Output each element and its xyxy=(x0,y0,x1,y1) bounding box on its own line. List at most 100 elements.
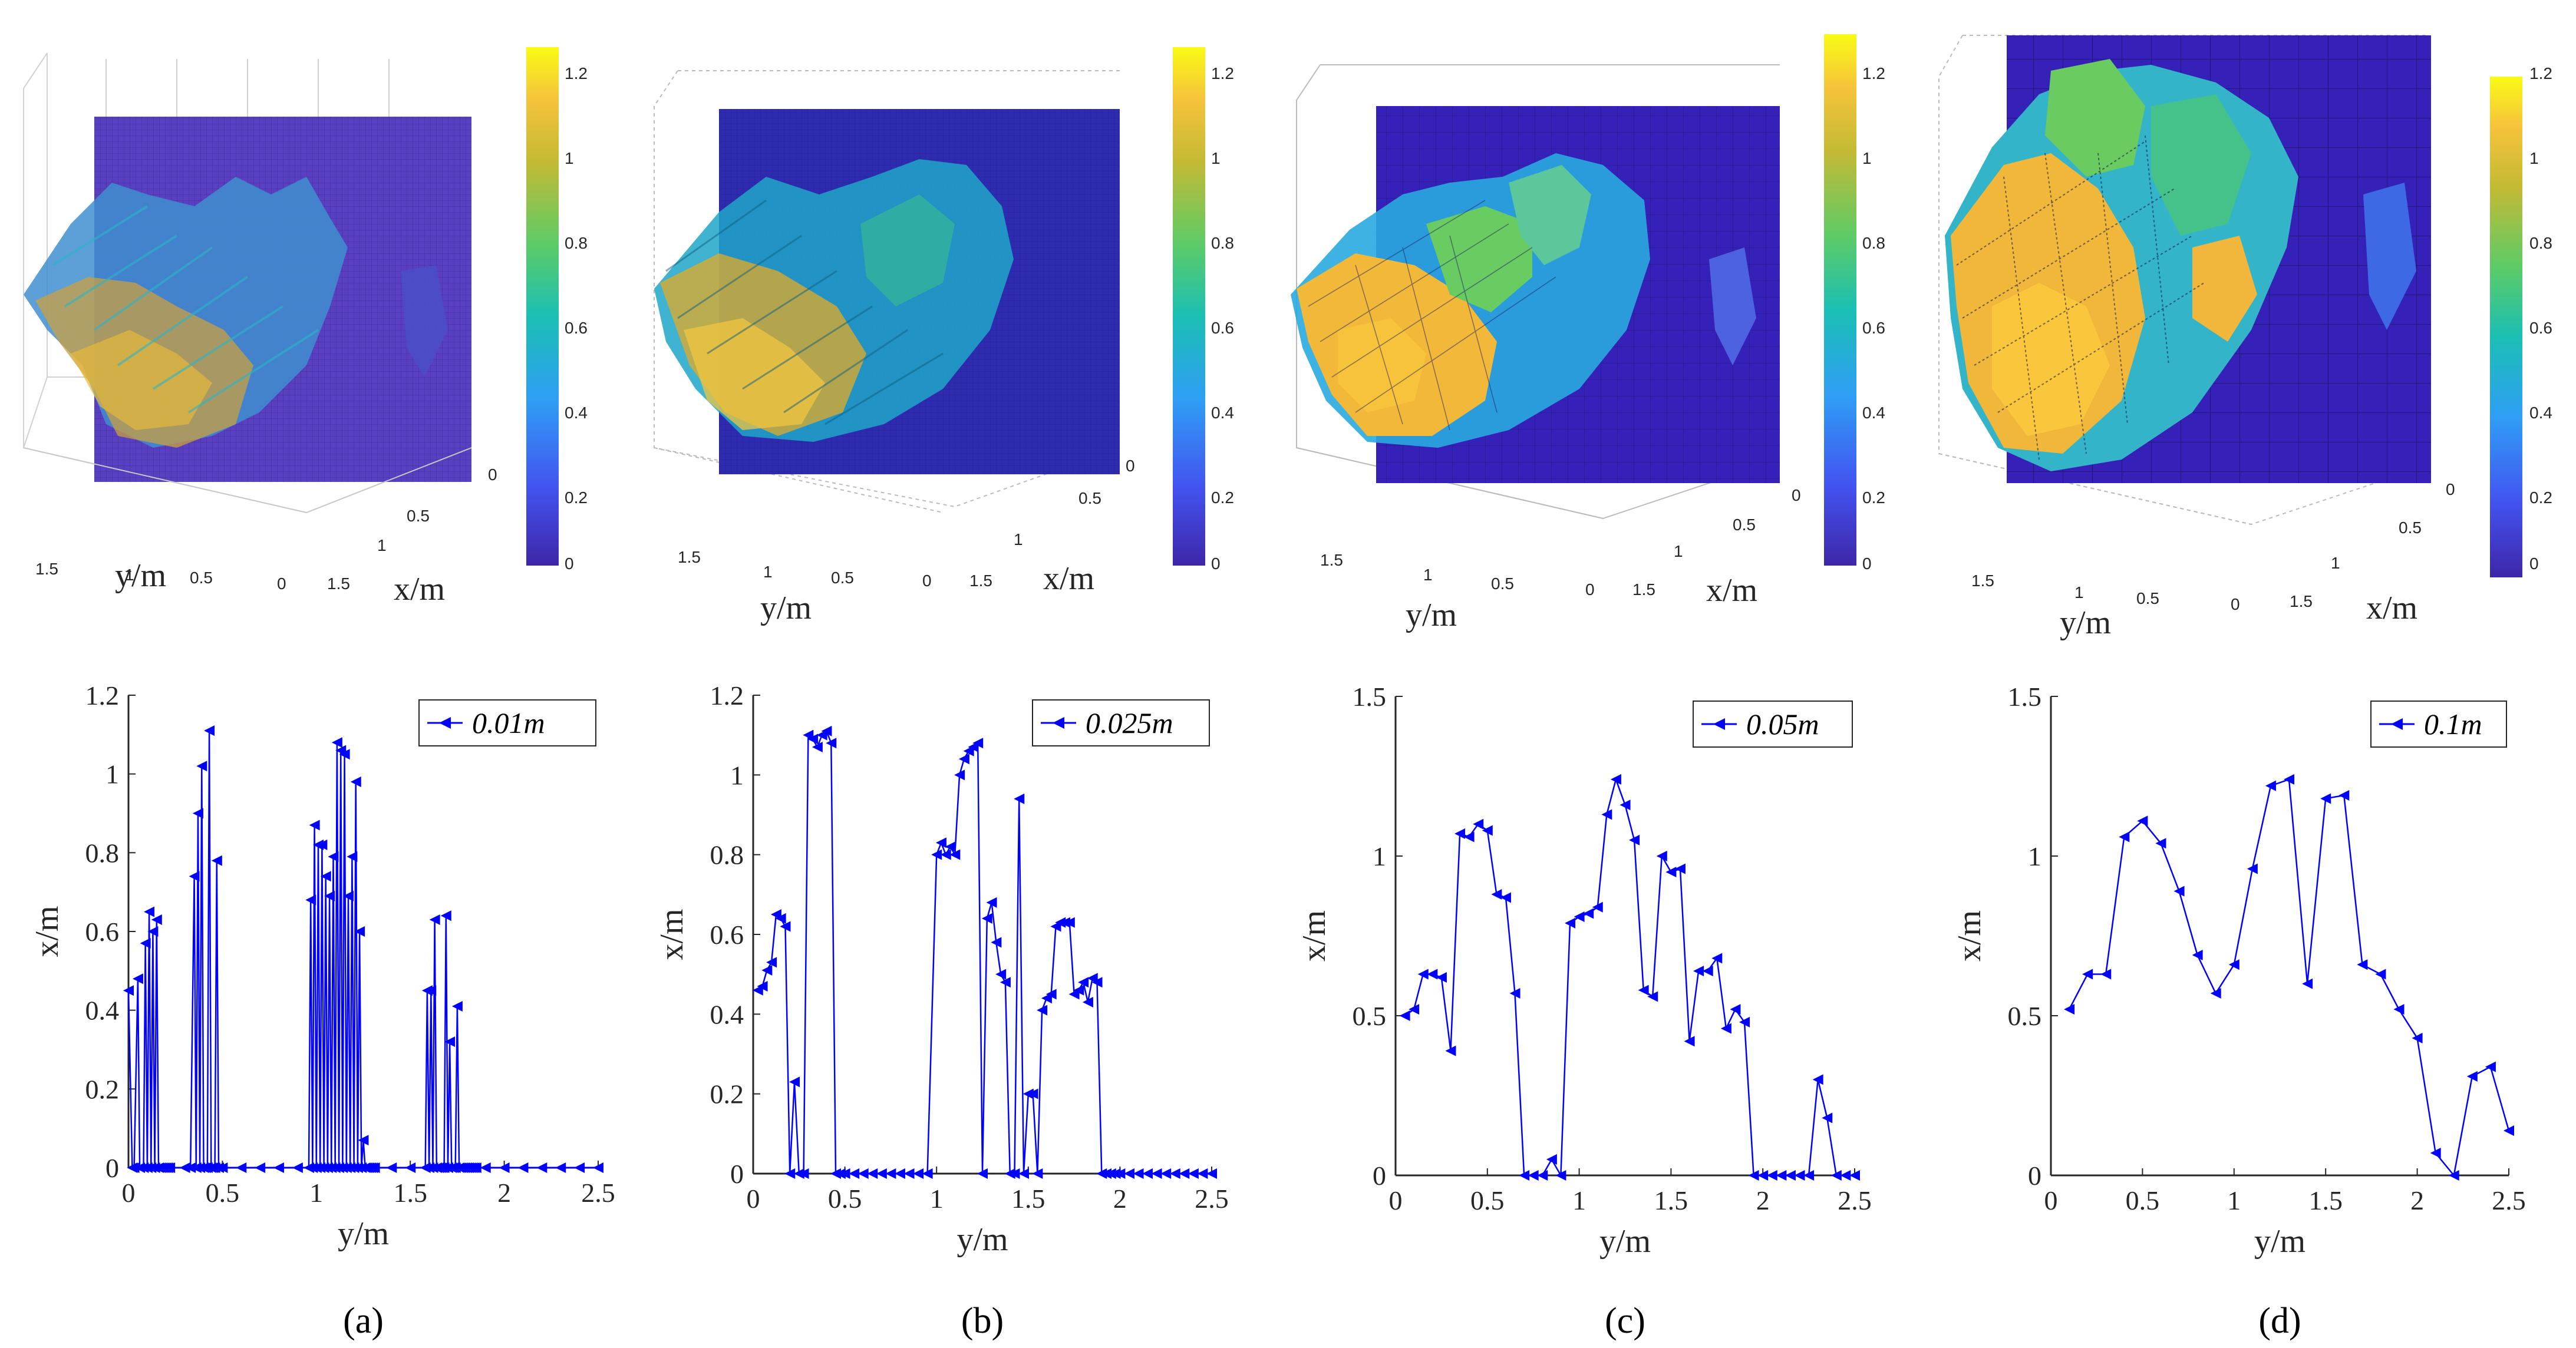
data-point xyxy=(2412,1032,2423,1043)
data-point xyxy=(1123,1168,1134,1179)
surface-tick: 1.5 xyxy=(2290,592,2313,610)
data-point xyxy=(354,926,365,937)
line-chart-c: 0 0.5 1 1.5 2 2.500.511.5y/mx/m0.05m(c) xyxy=(1296,682,1872,1341)
data-point xyxy=(885,1168,896,1179)
panel-label: (b) xyxy=(961,1301,1004,1341)
colorbar-tick: 1.2 xyxy=(1862,64,1885,82)
data-point xyxy=(2393,1004,2405,1015)
legend-label: 0.05m xyxy=(1746,708,1819,741)
x-tick-label: 2.5 xyxy=(1195,1184,1229,1214)
data-point xyxy=(324,890,335,901)
data-point xyxy=(292,1162,303,1173)
surface-tick: 1.5 xyxy=(969,571,992,590)
panel-label: (c) xyxy=(1605,1301,1645,1341)
panel-label: (d) xyxy=(2258,1301,2301,1341)
data-point xyxy=(945,841,956,853)
y-tick-label: 1.2 xyxy=(85,680,120,711)
colorbar xyxy=(1173,47,1205,566)
x-axis-label: y/m xyxy=(1599,1223,1651,1260)
data-point xyxy=(1491,889,1502,900)
data-point xyxy=(1730,1004,1741,1015)
data-point xyxy=(1528,1170,1539,1181)
data-point xyxy=(1656,851,1667,861)
data-point xyxy=(757,980,768,992)
x-tick-label: 0 xyxy=(1389,1185,1403,1215)
y-tick-label: 0.6 xyxy=(85,917,120,947)
data-point xyxy=(1018,1168,1030,1179)
colorbar-tick: 0.2 xyxy=(1211,488,1234,507)
y-tick-label: 0 xyxy=(105,1153,119,1183)
legend-marker xyxy=(439,717,451,729)
data-point xyxy=(386,1162,397,1173)
x-tick-label: 1.5 xyxy=(393,1178,427,1208)
data-point xyxy=(128,1162,140,1173)
data-point xyxy=(1091,977,1103,988)
surface-tick: 1 xyxy=(1014,530,1023,549)
data-point xyxy=(1812,1074,1823,1085)
data-point xyxy=(1840,1170,1851,1181)
data-point xyxy=(977,1168,988,1179)
data-point xyxy=(2320,793,2331,804)
data-point xyxy=(1473,818,1484,830)
y-tick-label: 1 xyxy=(2028,841,2041,871)
colorbar-tick: 1.2 xyxy=(565,64,588,82)
data-point xyxy=(1206,1168,1217,1179)
x-tick-label: 1 xyxy=(1572,1185,1586,1215)
y-axis-label: x/m xyxy=(1951,910,1988,962)
x-tick-label: 1 xyxy=(930,1184,944,1214)
data-point xyxy=(1693,966,1704,977)
data-point xyxy=(151,914,162,925)
data-point xyxy=(798,1168,809,1179)
data-point xyxy=(766,957,777,968)
data-point xyxy=(320,871,331,882)
data-point xyxy=(2504,1125,2514,1136)
data-point xyxy=(1037,1005,1048,1016)
y-tick-label: 0.8 xyxy=(710,840,744,870)
data-point xyxy=(350,777,361,788)
y-tick-label: 1 xyxy=(1373,841,1386,871)
data-point xyxy=(913,1168,924,1179)
data-point xyxy=(1638,984,1649,996)
data-point xyxy=(935,837,946,848)
y-tick-label: 0.2 xyxy=(710,1079,744,1109)
data-point xyxy=(2082,969,2093,980)
data-point xyxy=(1601,809,1612,820)
data-point xyxy=(857,1168,869,1179)
colorbar-tick: 0.8 xyxy=(565,234,588,252)
surface-tick: 1.5 xyxy=(1632,580,1655,599)
legend-label: 0.1m xyxy=(2424,708,2482,741)
data-point xyxy=(940,849,951,860)
data-point xyxy=(1454,828,1466,840)
data-point xyxy=(517,1162,529,1173)
colorbar-tick: 0.4 xyxy=(1211,404,1234,422)
data-point xyxy=(147,926,159,937)
surface-tick: 1 xyxy=(1674,542,1683,560)
colorbar xyxy=(526,47,559,566)
data-point xyxy=(1785,1170,1796,1181)
data-point xyxy=(204,725,215,736)
surface-tick: 0 xyxy=(1792,486,1801,504)
data-point xyxy=(2430,1148,2441,1159)
surface-tick: 1.5 xyxy=(678,548,701,566)
data-point xyxy=(1399,1010,1410,1021)
surface-tick: 1.5 xyxy=(35,560,58,578)
colorbar xyxy=(2490,77,2522,577)
y-tick-label: 0 xyxy=(1373,1161,1386,1191)
data-point xyxy=(986,897,997,908)
data-point xyxy=(1711,953,1723,964)
data-point xyxy=(331,737,342,748)
x-tick-label: 0.5 xyxy=(206,1178,240,1208)
line-charts: 0 0.5 1 1.5 2 2.5 0 0.2 0.4 0.6 0.8 1 1.2 y/m x/m 0.01m… xyxy=(29,680,2526,1341)
x-tick-label: 0.5 xyxy=(1470,1185,1505,1215)
data-point xyxy=(1794,1170,1805,1181)
colorbar-tick: 0.2 xyxy=(2529,488,2552,507)
y-axis-label: x/m xyxy=(654,908,690,960)
data-point xyxy=(2284,774,2295,785)
colorbar-tick: 0 xyxy=(1211,554,1221,573)
data-point xyxy=(1674,863,1686,874)
data-point xyxy=(958,754,969,765)
surface-panel-d: y/m x/m 1.5 1 0.5 0 1.5 1 0.5 0 1.2 1 0.… xyxy=(1938,35,2552,641)
data-point xyxy=(444,1036,456,1048)
data-point xyxy=(1463,831,1475,842)
data-point xyxy=(2466,1071,2478,1082)
